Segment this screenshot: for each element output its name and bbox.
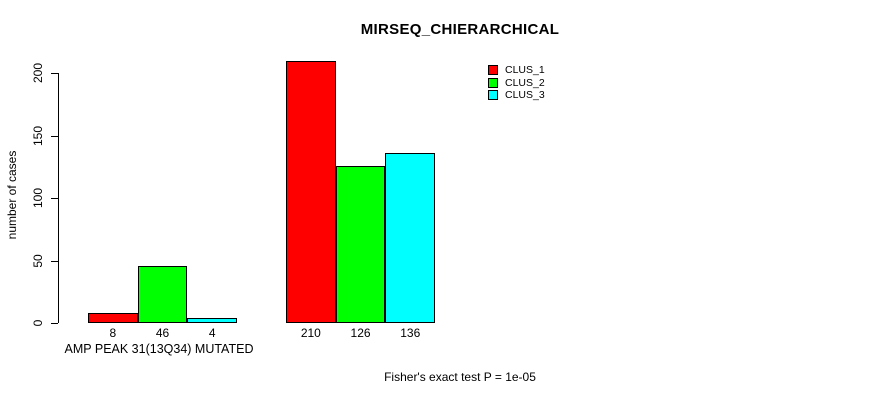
y-axis-line [58,73,59,323]
legend-swatch [488,65,498,75]
legend-label: CLUS_1 [505,64,545,76]
bar-clus_2-group2 [335,165,386,323]
legend-item-clus_3: CLUS_3 [488,90,545,100]
bar-clus_2-group1 [137,265,188,323]
bar-value-label: 46 [155,326,170,340]
bar-value-label: 126 [350,326,371,340]
y-tick-label: 0 [31,319,45,327]
chart-title: MIRSEQ_CHIERARCHICAL [360,21,560,38]
x-group-label: AMP PEAK 31(13Q34) MUTATED [64,342,254,356]
y-tick-mark [51,73,58,74]
legend: CLUS_1 CLUS_2 CLUS_3 [488,65,545,103]
bar-clus_1-group1 [88,313,138,323]
bar-clus_1-group2 [286,60,336,323]
y-tick-mark [51,135,58,137]
y-tick-label: 200 [31,62,45,84]
bar-value-label: 8 [109,326,117,340]
bar-value-label: 4 [208,326,216,340]
legend-swatch [488,90,498,100]
y-tick-label: 50 [31,253,45,268]
bar-clus_3-group1 [187,318,238,323]
bar-value-label: 210 [300,326,321,340]
legend-item-clus_1: CLUS_1 [488,65,545,75]
legend-label: CLUS_2 [505,76,545,89]
bar-clus_3-group2 [385,153,436,323]
fisher-test-annotation: Fisher's exact test P = 1e-05 [384,370,536,384]
y-axis-title: number of cases [5,150,19,240]
y-tick-mark [51,260,58,262]
y-tick-label: 150 [31,125,45,146]
legend-swatch [488,77,498,88]
legend-item-clus_2: CLUS_2 [488,76,545,89]
bar-value-label: 136 [400,326,421,340]
y-tick-label: 100 [31,187,45,209]
y-tick-mark [51,323,58,324]
y-tick-mark [51,198,58,199]
legend-label: CLUS_3 [505,89,545,101]
